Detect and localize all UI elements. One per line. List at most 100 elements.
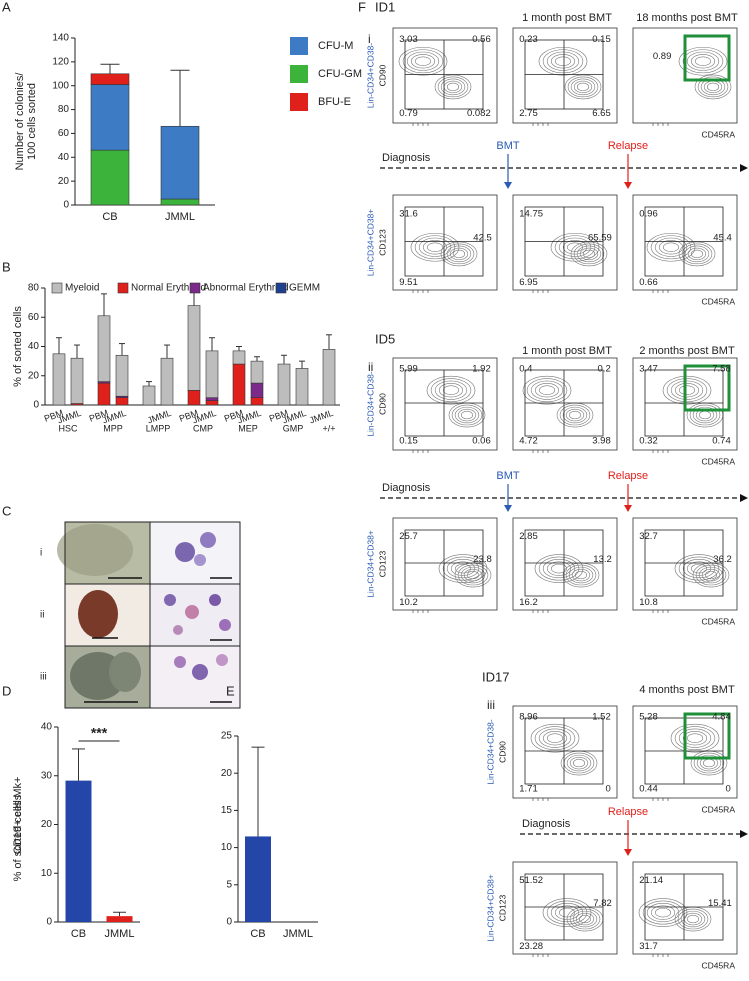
contour (568, 566, 594, 584)
contour (402, 49, 444, 74)
panel-label: E (226, 683, 235, 698)
marker-label: CD123 (377, 551, 387, 578)
contour (562, 406, 588, 424)
contour (642, 900, 684, 925)
image-row-label: ii (40, 610, 44, 621)
contour (689, 404, 721, 426)
bar-segment (115, 397, 129, 406)
gate-value: 51.52 (519, 875, 543, 886)
gate-value: 0.32 (639, 435, 658, 446)
image-row-label: i (40, 548, 42, 559)
gate-value: 1.92 (472, 364, 491, 375)
bar-segment (232, 363, 246, 406)
legend-label: BFU-E (318, 96, 351, 108)
contour (680, 910, 706, 928)
y-tick-label: 10 (221, 842, 233, 853)
highlight-gate (683, 34, 731, 82)
legend-swatch (290, 37, 308, 55)
timepoint: 1 month post BMT (522, 12, 612, 24)
x-tick-label: CB (250, 928, 265, 940)
gate-value: 13.2 (593, 554, 612, 565)
highlight-gate (683, 712, 731, 760)
y-tick-label: 40 (58, 152, 70, 163)
bar-segment (97, 315, 111, 382)
contour (566, 754, 592, 772)
gate-value: 0.15 (592, 34, 611, 45)
contour (446, 245, 472, 263)
contour (565, 408, 585, 422)
contour (526, 378, 568, 403)
significance-label: *** (91, 725, 108, 741)
contour (682, 731, 708, 746)
contour (546, 900, 588, 925)
contour (440, 78, 466, 96)
y-axis-label: % of sorted cells (12, 306, 24, 387)
gate-value: 10.2 (399, 597, 418, 608)
gate-value: 5.99 (399, 364, 418, 375)
contour (522, 375, 572, 405)
contour (695, 56, 711, 67)
cell (174, 656, 186, 668)
y-tick-label: 0 (46, 917, 52, 928)
contour (534, 726, 576, 751)
contour (550, 54, 576, 69)
cell (194, 554, 206, 566)
contour (670, 723, 720, 753)
image (150, 522, 240, 584)
contour (666, 378, 708, 403)
y-tick-label: 120 (52, 56, 69, 67)
contour (691, 563, 707, 574)
cell (192, 664, 208, 680)
legend-swatch (275, 282, 287, 294)
bar (65, 780, 92, 922)
group-label: +/+ (322, 423, 335, 433)
contour (573, 243, 605, 265)
timepoint: 18 months post BMT (636, 12, 738, 24)
contour (562, 240, 588, 255)
group-label: CMP (193, 423, 213, 433)
marker-label: CD90 (377, 64, 387, 86)
bar-segment (187, 305, 201, 391)
contour (463, 568, 483, 582)
contour (530, 380, 564, 400)
contour (551, 563, 567, 574)
y-tick-label: 0 (226, 917, 232, 928)
contour (546, 51, 580, 71)
timeline-event: BMT (496, 470, 520, 482)
gate-value: 0.74 (712, 435, 731, 446)
contour (654, 237, 688, 257)
contour (693, 752, 725, 774)
y-axis-label: 100 cells sorted (26, 83, 38, 160)
contour (568, 410, 582, 420)
bar-segment (232, 350, 246, 365)
contour (575, 912, 595, 926)
cell (200, 532, 216, 548)
case-id: ID5 (375, 331, 395, 346)
bar (106, 916, 133, 922)
y-tick-label: 10 (41, 868, 53, 879)
y-tick-label: 25 (221, 731, 233, 742)
contour (542, 49, 584, 74)
gate-value: 7.58 (712, 364, 731, 375)
cell (164, 594, 176, 606)
bar-segment (205, 397, 219, 401)
gate-value: 36.2 (713, 554, 732, 565)
contour (662, 375, 712, 405)
case-roman: iii (487, 698, 495, 712)
timeline-head (740, 164, 748, 172)
contour (682, 49, 724, 74)
contour (697, 76, 729, 98)
contour (674, 726, 716, 751)
bar-segment (70, 357, 84, 404)
contour (578, 914, 592, 924)
panel-label: F (358, 0, 366, 14)
contour (573, 80, 593, 94)
flow-plot (392, 194, 498, 291)
contour (674, 383, 700, 398)
panel-label: A (2, 0, 11, 14)
x-axis-label: CD45RA (701, 456, 735, 466)
contour (460, 566, 486, 584)
cell (209, 594, 221, 606)
gate-value: 0.96 (639, 209, 658, 220)
contour (534, 554, 584, 583)
